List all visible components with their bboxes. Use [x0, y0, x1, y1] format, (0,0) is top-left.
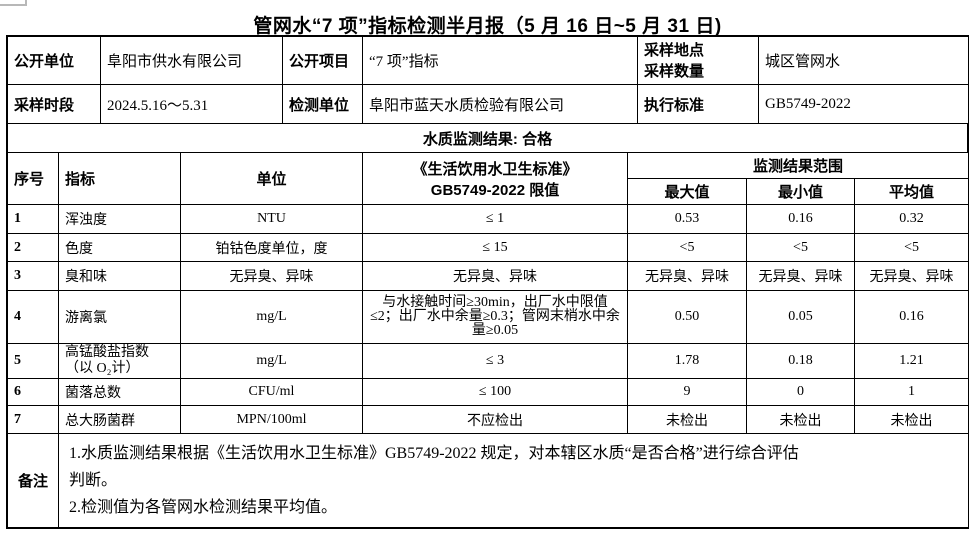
cell-no: 3 [7, 261, 59, 291]
cell-min: 0 [746, 378, 855, 406]
cell-avg: 0.16 [853, 290, 970, 344]
cell-min: 无异臭、异味 [746, 261, 855, 291]
cell-min: 0.16 [746, 204, 855, 234]
cell-no: 7 [7, 405, 59, 434]
cell-avg: 未检出 [853, 405, 970, 434]
table-row-permanganate: 5 高锰酸盐指数 （以 O₂计） mg/L ≤ 3 1.78 0.18 1.21 [7, 343, 970, 379]
cell-max: 无异臭、异味 [627, 261, 747, 291]
sampling-period-value: 2024.5.16～5.31 [100, 84, 283, 124]
cell-indicator: 浑浊度 [58, 204, 181, 234]
indicator-header-row-1: 序号 指标 单位 《生活饮用水卫生标准》 GB5749-2022 限值 监测结果… [7, 152, 970, 205]
cell-unit: mg/L [180, 343, 363, 379]
cell-min: <5 [746, 233, 855, 262]
cell-min: 0.05 [746, 290, 855, 344]
table-row-odor: 3 臭和味 无异臭、异味 无异臭、异味 无异臭、异味 无异臭、异味 无异臭、异味 [7, 261, 970, 291]
cell-unit: mg/L [180, 290, 363, 344]
top-left-crop-artifact [0, 0, 27, 6]
cell-no: 4 [7, 290, 59, 344]
cell-indicator: 总大肠菌群 [58, 405, 181, 434]
info-row-1: 公开单位 阜阳市供水有限公司 公开项目 “7 项”指标 采样地点 采样数量 城区… [7, 36, 969, 85]
cell-no: 5 [7, 343, 59, 379]
col-header-avg: 平均值 [853, 178, 970, 205]
public-project-value: “7 项”指标 [362, 36, 638, 85]
cell-indicator: 游离氯 [58, 290, 181, 344]
cell-limit: ≤ 15 [362, 233, 628, 262]
info-row-2: 采样时段 2024.5.16～5.31 检测单位 阜阳市蓝天水质检验有限公司 执… [7, 84, 969, 124]
cell-avg: 1 [853, 378, 970, 406]
cell-no: 2 [7, 233, 59, 262]
cell-max: 未检出 [627, 405, 747, 434]
cell-limit: ≤ 1 [362, 204, 628, 234]
col-header-min: 最小值 [746, 178, 855, 205]
cell-no: 1 [7, 204, 59, 234]
indicator-header-row-2: 最大值 最小值 平均值 [8, 178, 970, 205]
table-row-colony-count: 6 菌落总数 CFU/ml ≤ 100 9 0 1 [7, 378, 970, 406]
cell-indicator: 臭和味 [58, 261, 181, 291]
report-table: 公开单位 阜阳市供水有限公司 公开项目 “7 项”指标 采样地点 采样数量 城区… [6, 35, 970, 529]
cell-limit: 与水接触时间≥30min，出厂水中限值≤2；出厂水中余量≥0.3；管网末梢水中余… [362, 290, 628, 344]
cell-no: 6 [7, 378, 59, 406]
cell-unit: 铂钴色度单位，度 [180, 233, 363, 262]
public-unit-value: 阜阳市供水有限公司 [100, 36, 283, 85]
cell-min: 未检出 [746, 405, 855, 434]
table-row-color: 2 色度 铂钴色度单位，度 ≤ 15 <5 <5 <5 [7, 233, 970, 262]
cell-indicator: 色度 [58, 233, 181, 262]
cell-limit: 不应检出 [362, 405, 628, 434]
cell-avg: 无异臭、异味 [853, 261, 970, 291]
cell-indicator: 高锰酸盐指数 （以 O₂计） [58, 343, 181, 379]
cell-unit: NTU [180, 204, 363, 234]
cell-unit: 无异臭、异味 [180, 261, 363, 291]
table-row-coliform: 7 总大肠菌群 MPN/100ml 不应检出 未检出 未检出 未检出 [7, 405, 970, 434]
indicator-table: 序号 指标 单位 《生活饮用水卫生标准》 GB5749-2022 限值 监测结果… [7, 152, 970, 434]
cell-max: <5 [627, 233, 747, 262]
table-row-free-chlorine: 4 游离氯 mg/L 与水接触时间≥30min，出厂水中限值≤2；出厂水中余量≥… [7, 290, 970, 344]
cell-limit: ≤ 100 [362, 378, 628, 406]
cell-limit: 无异臭、异味 [362, 261, 628, 291]
cell-limit: ≤ 3 [362, 343, 628, 379]
testing-unit-value: 阜阳市蓝天水质检验有限公司 [362, 84, 638, 124]
cell-max: 9 [627, 378, 747, 406]
result-banner: 水质监测结果: 合格 [7, 123, 968, 153]
cell-avg: <5 [853, 233, 970, 262]
cell-avg: 1.21 [853, 343, 970, 379]
public-project-label: 公开项目 [282, 36, 363, 85]
standard-value: GB5749-2022 [758, 84, 969, 124]
cell-max: 1.78 [627, 343, 747, 379]
cell-min: 0.18 [746, 343, 855, 379]
cell-indicator: 菌落总数 [58, 378, 181, 406]
col-header-unit: 单位 [180, 152, 363, 205]
remarks-section: 备注 1.水质监测结果根据《生活饮用水卫生标准》GB5749-2022 规定，对… [7, 433, 969, 528]
sampling-site-value: 城区管网水 [758, 36, 969, 85]
cell-max: 0.53 [627, 204, 747, 234]
col-header-no: 序号 [7, 152, 59, 205]
col-header-range: 监测结果范围 [626, 152, 970, 179]
info-section: 公开单位 阜阳市供水有限公司 公开项目 “7 项”指标 采样地点 采样数量 城区… [7, 36, 969, 124]
remarks-label: 备注 [7, 433, 59, 528]
cell-unit: MPN/100ml [180, 405, 363, 434]
col-header-limit: 《生活饮用水卫生标准》 GB5749-2022 限值 [362, 152, 628, 205]
testing-unit-label: 检测单位 [282, 84, 363, 124]
remarks-text: 1.水质监测结果根据《生活饮用水卫生标准》GB5749-2022 规定，对本辖区… [69, 445, 799, 516]
cell-unit: CFU/ml [180, 378, 363, 406]
public-unit-label: 公开单位 [7, 36, 101, 85]
col-header-max: 最大值 [627, 178, 747, 205]
remarks-cell: 1.水质监测结果根据《生活饮用水卫生标准》GB5749-2022 规定，对本辖区… [58, 433, 969, 528]
cell-max: 0.50 [627, 290, 747, 344]
sampling-period-label: 采样时段 [7, 84, 101, 124]
standard-label: 执行标准 [637, 84, 759, 124]
table-row-turbidity: 1 浑浊度 NTU ≤ 1 0.53 0.16 0.32 [7, 204, 970, 234]
report-title: 管网水“7 项”指标检测半月报（5 月 16 日~5 月 31 日) [253, 16, 722, 37]
cell-avg: 0.32 [853, 204, 970, 234]
sampling-site-count-label: 采样地点 采样数量 [637, 36, 759, 85]
result-banner-section: 水质监测结果: 合格 [7, 123, 968, 153]
col-header-indicator: 指标 [58, 152, 181, 205]
